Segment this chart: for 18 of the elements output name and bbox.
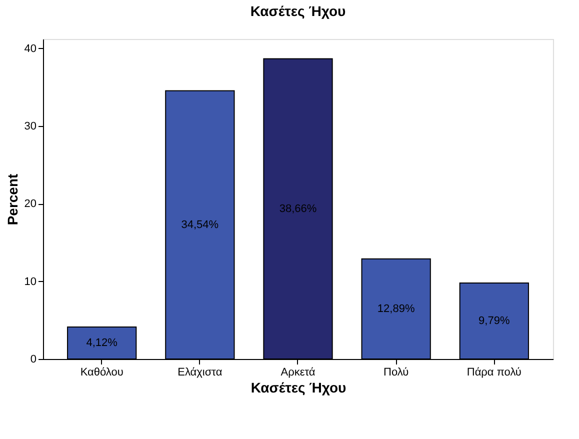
data-label: 4,12% [86, 337, 118, 349]
y-tick-label: 20 [24, 198, 36, 210]
x-tick-label: Ελάχιστα [178, 366, 223, 378]
x-axis-title: Κασέτες Ήχου [250, 380, 346, 396]
chart-title: Κασέτες Ήχου [250, 3, 346, 19]
y-tick-label: 10 [24, 276, 36, 288]
x-tick-label: Αρκετά [280, 366, 316, 378]
data-label: 9,79% [478, 314, 510, 327]
y-axis-title: Percent [4, 173, 20, 226]
y-tick-label: 40 [24, 42, 36, 55]
x-tick-label: Πάρα πολύ [466, 366, 522, 378]
y-tick-label: 30 [24, 120, 36, 132]
data-label: 12,89% [377, 302, 415, 315]
x-tick-label: Καθόλου [80, 366, 124, 378]
x-tick-label: Πολύ [384, 366, 409, 378]
data-label: 34,54% [181, 218, 219, 231]
data-label: 38,66% [279, 202, 317, 215]
y-tick-label: 0 [30, 354, 36, 366]
